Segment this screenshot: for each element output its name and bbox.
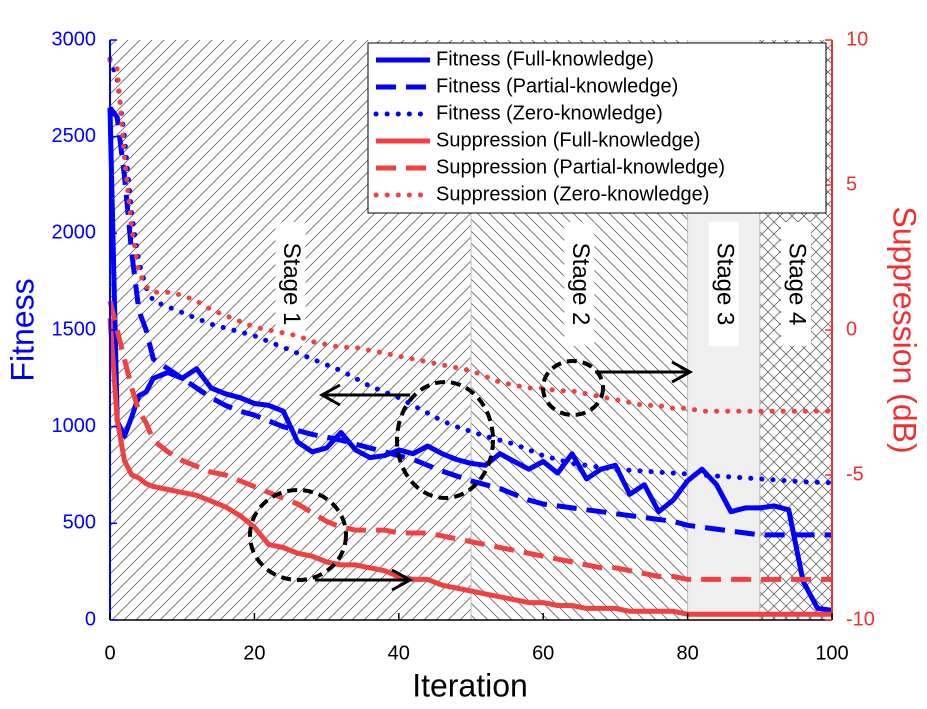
- series-line: [107, 318, 832, 617]
- x-axis-title: Iteration: [412, 667, 528, 703]
- y-tick-label: 1500: [52, 318, 97, 340]
- stage-label: Stage 3: [711, 243, 738, 326]
- y2-tick-label: -10: [846, 608, 875, 630]
- legend-label: Suppression (Full-knowledge): [436, 129, 701, 151]
- y2-tick-label: -5: [846, 463, 864, 485]
- stage-label-bg: [275, 222, 306, 346]
- stage-label-bg: [708, 222, 739, 346]
- legend-label: Suppression (Zero-knowledge): [436, 183, 709, 205]
- highlight-ellipse: [248, 488, 348, 582]
- x-tick-label: 40: [388, 642, 410, 664]
- highlight-ellipse: [395, 380, 495, 500]
- y-tick-label: 0: [85, 608, 96, 630]
- arrows: [315, 360, 694, 592]
- legend-label: Fitness (Full-knowledge): [436, 48, 654, 70]
- stage-label: Stage 1: [278, 243, 305, 326]
- y-tick-label: 1000: [52, 415, 97, 437]
- x-tick-label: 60: [532, 642, 554, 664]
- highlight-ellipse: [541, 359, 605, 417]
- series-line: [107, 56, 835, 486]
- stage-label: Stage 2: [567, 243, 594, 326]
- legend-label: Suppression (Partial-knowledge): [436, 156, 725, 178]
- x-tick-label: 20: [243, 642, 265, 664]
- stage-label-bg: [564, 222, 595, 346]
- stage-label: Stage 4: [784, 243, 811, 326]
- legend-label: Fitness (Partial-knowledge): [436, 75, 678, 97]
- y-tick-label: 3000: [52, 28, 97, 50]
- stage-label-bg: [780, 222, 811, 346]
- y-tick-label: 500: [63, 512, 96, 534]
- legend-label: Fitness (Zero-knowledge): [436, 102, 663, 124]
- series-line: [107, 107, 833, 613]
- series-line: [107, 300, 832, 582]
- y2-tick-label: 10: [846, 28, 868, 50]
- y2-axis-title: Suppression (dB): [887, 206, 923, 453]
- x-tick-label: 100: [815, 642, 848, 664]
- y2-tick-label: 0: [846, 318, 857, 340]
- x-tick-label: 0: [104, 642, 115, 664]
- series-line: [107, 57, 835, 414]
- y-tick-label: 2500: [52, 125, 97, 147]
- series-line: [108, 106, 832, 538]
- x-tick-label: 80: [676, 642, 698, 664]
- y-axis-title: Fitness: [4, 278, 40, 381]
- y2-tick-label: 5: [846, 173, 857, 195]
- y-tick-label: 2000: [52, 222, 97, 244]
- legend-box: [367, 42, 827, 214]
